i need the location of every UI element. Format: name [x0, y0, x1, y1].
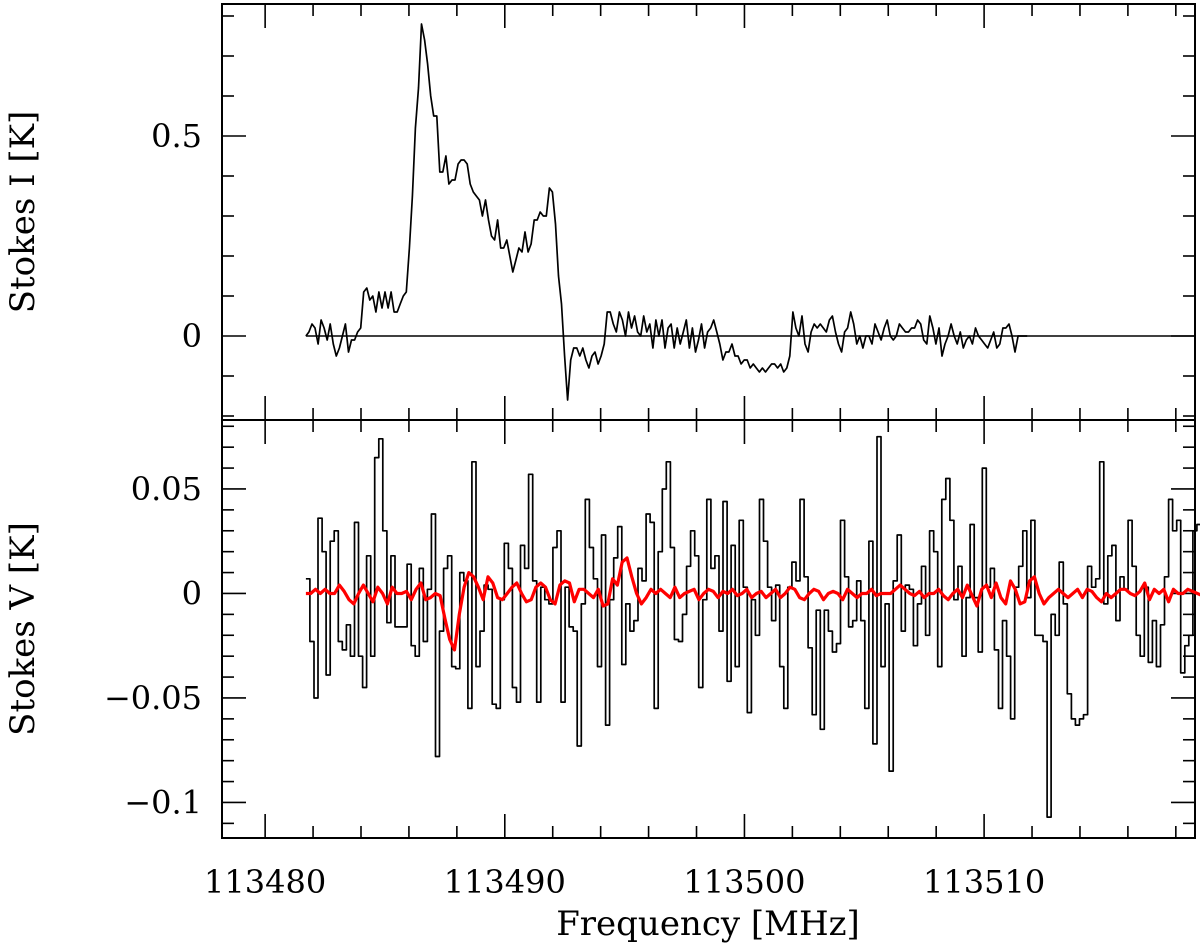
x-tick-label: 113500	[683, 863, 805, 901]
y-tick-label: −0.05	[104, 679, 202, 717]
y-tick-label: −0.1	[124, 783, 202, 821]
x-tick-label: 113480	[204, 863, 326, 901]
x-tick-label: 113510	[923, 863, 1045, 901]
y-tick-label: 0.05	[131, 470, 202, 508]
panel-stokes-v-frame	[221, 419, 1196, 839]
x-tick-labels: 113480 113490 113500 113510	[204, 863, 1045, 901]
x-axis-label: Frequency [MHz]	[556, 904, 860, 944]
panel-stokes-v-ticks	[222, 420, 1195, 838]
panel-stokes-i-y-tick-labels: 00.5	[151, 117, 202, 355]
panel-stokes-i: 00.5 Stokes I [K]	[3, 3, 1196, 421]
x-tick-label: 113490	[444, 863, 566, 901]
y-tick-label: 0	[182, 574, 202, 612]
panel-stokes-i-series	[305, 23, 1195, 401]
panel-stokes-v-y-tick-labels: −0.1 −0.05 0 0.05	[104, 470, 202, 821]
black-line-series	[305, 23, 1028, 401]
panel-stokes-i-ticks	[222, 4, 1195, 420]
panel-stokes-v: −0.1 −0.05 0 0.05 Stokes V [K]	[3, 419, 1200, 839]
panel-stokes-v-y-axis-label: Stokes V [K]	[3, 522, 43, 736]
y-tick-label: 0.5	[151, 117, 202, 155]
red-line-series	[305, 556, 1200, 652]
panel-stokes-i-y-axis-label: Stokes I [K]	[3, 111, 43, 314]
y-tick-label: 0	[182, 317, 202, 355]
black-step-series	[305, 435, 1200, 818]
panel-stokes-v-series	[305, 435, 1200, 818]
panel-stokes-i-frame	[221, 3, 1196, 421]
